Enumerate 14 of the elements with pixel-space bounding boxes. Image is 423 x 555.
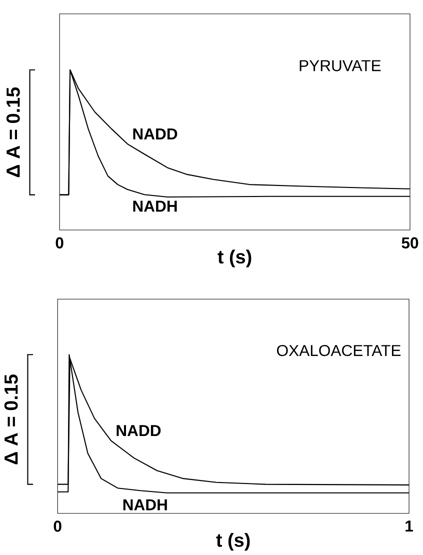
series-label: NADD	[133, 128, 178, 140]
chart-title: PYRUVATE	[300, 60, 381, 72]
series-label: NADH	[123, 499, 167, 510]
x-tick-label: 0	[56, 237, 64, 248]
chart-title: OXALOACETATE	[276, 344, 400, 356]
series-label: NADD	[116, 425, 161, 436]
text: Δ A = 0.15	[4, 374, 18, 464]
x-tick-label: 1	[406, 520, 413, 532]
text: Δ A = 0.15	[6, 87, 20, 178]
x-axis-title: t (s)	[218, 250, 252, 268]
x-axis-title: t (s)	[216, 532, 250, 551]
x-tick-label: 50	[402, 237, 418, 248]
series-label: NADH	[133, 200, 177, 212]
x-tick-label: 0	[54, 520, 62, 532]
